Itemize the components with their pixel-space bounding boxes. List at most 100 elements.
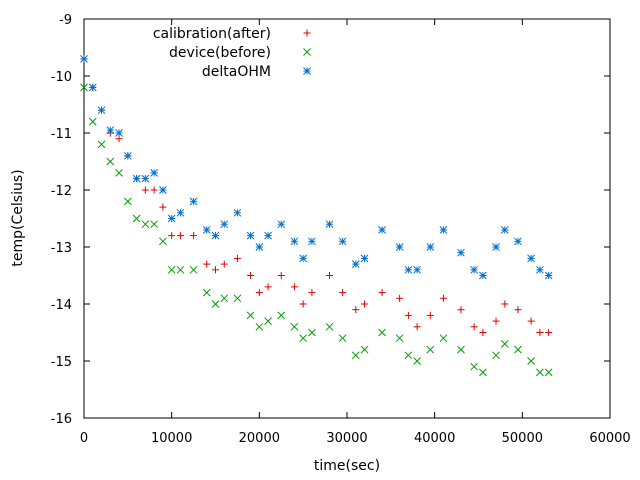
plot-frame <box>83 18 611 419</box>
data-point <box>351 260 360 268</box>
data-point <box>277 272 285 279</box>
y-tick-label: -12 <box>51 184 72 199</box>
data-point <box>338 237 347 246</box>
legend-marker <box>303 67 311 75</box>
data-point <box>308 289 316 297</box>
data-point <box>106 126 115 135</box>
data-point <box>413 357 421 365</box>
data-point <box>339 289 347 297</box>
axis-tick-labels: 0 10000 20000 30000 40000 50000 60000 -16 -15 -14… <box>51 13 631 446</box>
series-2 <box>80 55 553 280</box>
data-point <box>470 362 478 371</box>
data-point <box>290 322 299 331</box>
data-point <box>545 329 553 336</box>
axis-ticks <box>83 18 611 419</box>
data-point <box>150 220 158 229</box>
data-point <box>501 300 509 308</box>
data-point <box>255 289 263 297</box>
data-point <box>492 317 500 325</box>
data-point <box>106 157 115 166</box>
data-point <box>246 231 255 240</box>
data-point <box>255 243 264 251</box>
data-point <box>413 323 421 331</box>
data-point <box>255 322 264 331</box>
data-point <box>212 266 219 274</box>
legend-label: deltaOHM <box>202 64 271 80</box>
data-point <box>492 243 500 251</box>
data-point <box>500 340 509 348</box>
data-point <box>150 169 158 177</box>
data-point <box>479 271 487 280</box>
data-point <box>246 311 255 320</box>
data-point <box>514 306 522 314</box>
data-point <box>159 186 167 194</box>
data-point <box>233 294 242 303</box>
data-point <box>88 117 97 126</box>
data-point <box>97 106 106 115</box>
data-point <box>167 265 176 274</box>
data-point <box>123 151 132 160</box>
data-point <box>264 231 272 240</box>
legend-marker <box>303 29 311 37</box>
data-point <box>203 260 211 268</box>
data-point <box>426 243 435 251</box>
x-tick-label: 30000 <box>326 431 367 446</box>
data-point <box>404 311 412 319</box>
data-point <box>352 306 360 314</box>
data-point <box>536 329 544 336</box>
data-point <box>536 265 544 274</box>
data-point <box>325 220 334 229</box>
data-point <box>308 328 316 337</box>
data-point <box>457 345 465 354</box>
data-point <box>492 351 500 360</box>
data-point <box>190 232 198 240</box>
x-tick-label: 50000 <box>502 431 543 446</box>
data-point <box>378 226 386 234</box>
data-point <box>470 323 478 331</box>
data-point <box>233 254 241 262</box>
y-tick-label: -11 <box>51 127 72 142</box>
data-point <box>141 174 150 183</box>
data-point <box>514 237 522 246</box>
x-axis-title: time(sec) <box>314 458 380 474</box>
data-point <box>299 254 308 263</box>
data-point <box>325 272 333 279</box>
data-point <box>202 288 211 297</box>
data-point <box>426 345 435 354</box>
data-point <box>189 265 198 274</box>
data-point <box>220 260 228 268</box>
data-point <box>115 169 123 177</box>
data-point <box>299 334 308 343</box>
data-point <box>361 300 369 308</box>
data-point <box>536 368 544 377</box>
data-point <box>395 243 404 251</box>
data-point <box>527 254 535 263</box>
y-tick-label: -9 <box>59 13 72 28</box>
data-point <box>479 329 487 336</box>
data-point <box>360 345 369 354</box>
data-point <box>80 55 88 63</box>
data-point <box>247 272 255 279</box>
data-point <box>132 214 141 223</box>
data-point <box>404 351 413 360</box>
data-point <box>159 203 167 211</box>
data-point <box>457 306 465 314</box>
data-point <box>176 265 185 274</box>
y-tick-label: -13 <box>51 241 72 256</box>
data-point <box>290 237 299 246</box>
data-point <box>439 226 448 234</box>
data-point <box>167 214 176 223</box>
data-point <box>308 237 316 246</box>
y-tick-label: -10 <box>51 70 72 85</box>
y-tick-label: -14 <box>51 298 72 313</box>
data-point <box>378 289 386 297</box>
data-point <box>150 186 158 194</box>
data-point <box>141 220 150 229</box>
data-point <box>277 311 286 320</box>
y-tick-label: -15 <box>51 355 72 370</box>
data-point <box>88 83 97 92</box>
x-tick-label: 0 <box>80 431 88 446</box>
data-point <box>168 232 176 240</box>
data-point <box>264 283 272 291</box>
data-point <box>439 294 447 302</box>
